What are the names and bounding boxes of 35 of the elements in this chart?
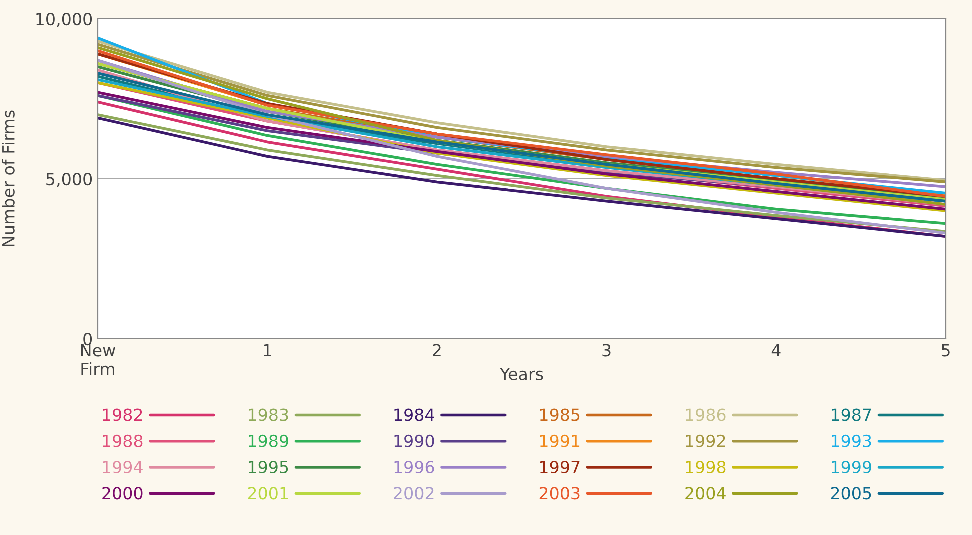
x-tick-label: 1 [264,344,272,357]
legend-label: 1987 [832,408,872,422]
legend-label: 1983 [248,408,288,422]
y-tick-label: 0 [84,332,92,346]
legend-label: 1989 [248,434,288,448]
legend-label: 2005 [831,487,872,500]
legend-label: 1982 [103,408,142,422]
legend-label: 1995 [248,460,288,474]
legend-label: 1988 [103,434,143,448]
legend-label: 1997 [540,460,580,474]
legend-label: 1996 [394,460,434,474]
legend-label: 1985 [540,408,580,422]
legend-label: 1992 [686,434,726,448]
legend-label: 1991 [540,434,580,448]
legend-label: 2003 [540,487,580,500]
legend-label: 2000 [102,487,143,500]
y-tick-label: 10,000 [36,12,92,28]
x-tick-label: New Firm [81,344,116,376]
legend-label: 2002 [394,487,434,500]
x-axis-title: Years [500,368,544,380]
y-tick-label: 5,000 [46,172,92,188]
legend-label: 1998 [686,460,726,474]
legend-label: 1984 [394,408,434,422]
legend-label: 1990 [394,434,434,448]
x-tick-label: 5 [942,344,950,357]
legend-label: 1999 [832,460,872,474]
legend-label: 1993 [832,434,872,448]
legend-label: 1986 [686,408,726,422]
x-tick-label: 3 [602,344,611,357]
x-tick-label: 2 [433,344,441,357]
y-axis-title: Number of Firms [2,110,15,246]
x-tick-label: 4 [772,344,781,357]
legend-label: 2004 [686,487,726,500]
legend-label: 2001 [248,487,288,500]
legend-label: 1994 [103,460,143,474]
